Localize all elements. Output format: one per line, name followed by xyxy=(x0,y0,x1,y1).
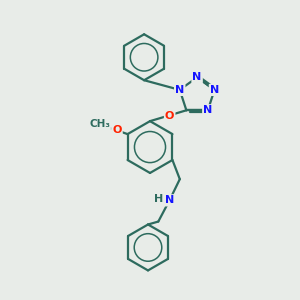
Text: N: N xyxy=(203,105,212,115)
Text: N: N xyxy=(210,85,219,95)
Text: N: N xyxy=(165,195,174,205)
Text: N: N xyxy=(193,72,202,82)
Text: O: O xyxy=(112,125,122,135)
Text: CH₃: CH₃ xyxy=(89,119,110,129)
Text: O: O xyxy=(165,111,174,121)
Text: N: N xyxy=(175,85,184,95)
Text: H: H xyxy=(154,194,163,204)
